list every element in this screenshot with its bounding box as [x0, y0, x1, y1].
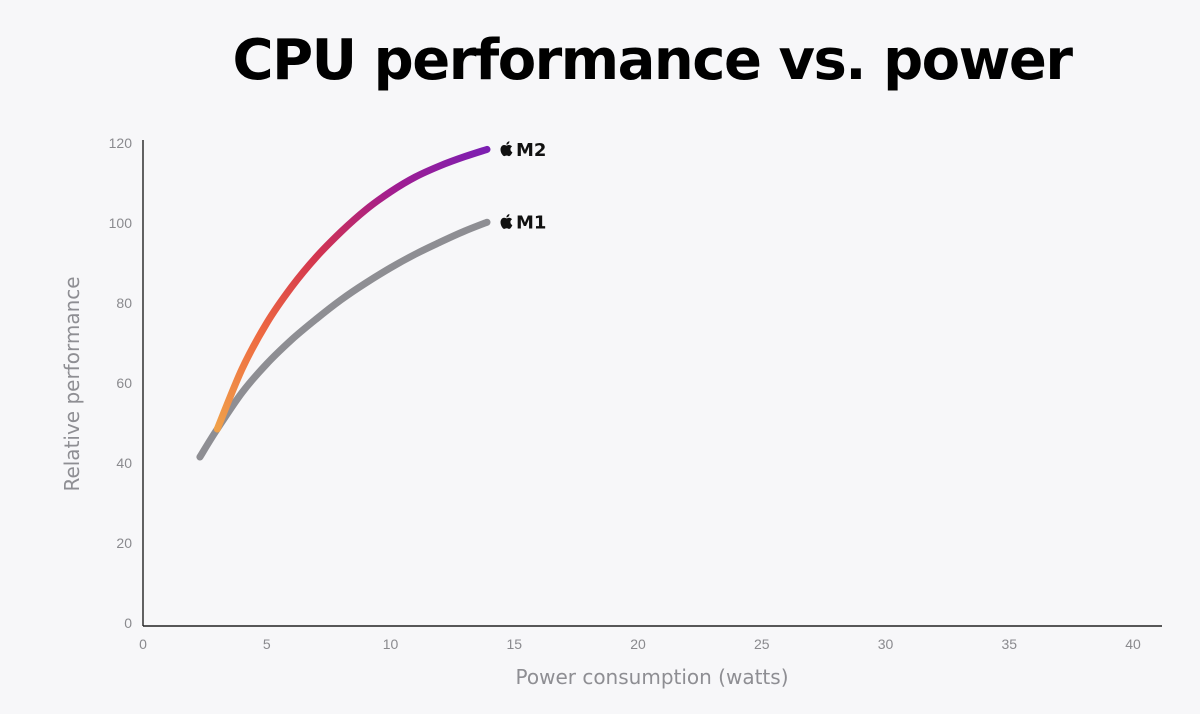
y-tick-label: 0 [124, 615, 132, 631]
x-tick-label: 40 [1125, 636, 1141, 652]
x-tick-label: 5 [263, 636, 271, 652]
chart-title: CPU performance vs. power [232, 28, 1073, 93]
x-tick-label: 0 [139, 636, 147, 652]
series-label-m2: M2 [500, 140, 546, 161]
y-tick-label: 120 [109, 135, 133, 151]
series-line-m2 [213, 145, 491, 433]
x-tick-label: 15 [506, 636, 522, 652]
x-tick-label: 30 [878, 636, 894, 652]
apple-logo-icon [500, 141, 513, 157]
x-tick-label: 35 [1001, 636, 1017, 652]
y-tick-label: 40 [116, 455, 132, 471]
y-tick-label: 80 [116, 295, 132, 311]
x-tick-label: 25 [754, 636, 770, 652]
y-axis-title: Relative performance [60, 276, 84, 491]
series-label-m1: M1 [500, 213, 546, 234]
y-tick-label: 100 [109, 215, 133, 231]
y-tick-label: 20 [116, 535, 132, 551]
series-layer [196, 145, 491, 461]
series-labels: M1 M2 [500, 140, 546, 234]
x-tick-label: 20 [630, 636, 646, 652]
x-axis-title: Power consumption (watts) [516, 665, 789, 689]
series-name: M2 [516, 140, 546, 161]
tick-labels: 0 5 10 15 20 25 30 35 40 0 20 40 60 80 100 120 [109, 135, 1141, 652]
series-line-m1 [196, 218, 491, 461]
x-tick-label: 10 [383, 636, 399, 652]
apple-logo-icon [500, 214, 513, 229]
y-tick-label: 60 [116, 375, 132, 391]
axes [142, 140, 1162, 627]
series-name: M1 [516, 213, 546, 234]
